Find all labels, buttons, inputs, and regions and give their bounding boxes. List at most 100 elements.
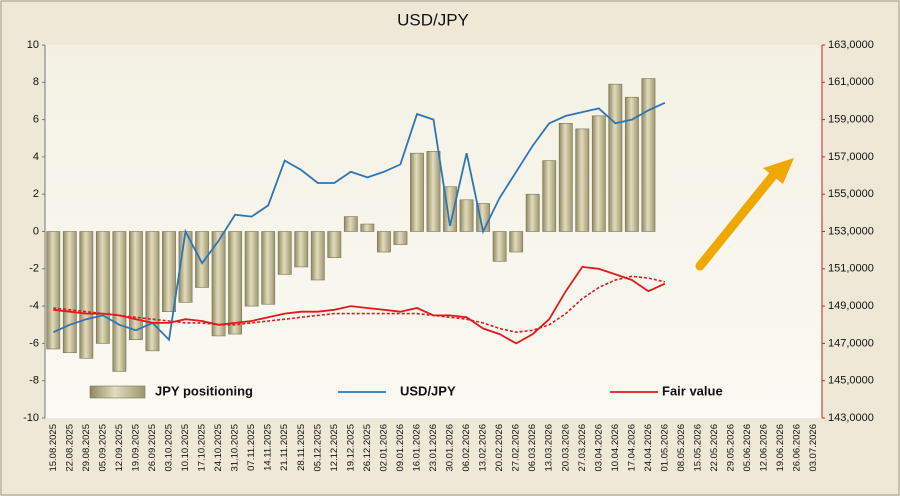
bar: [343, 216, 358, 232]
x-tick-label: 19.09.2025: [130, 424, 141, 472]
x-tick-label: 14.11.2025: [263, 424, 274, 471]
bar: [294, 231, 309, 268]
bar: [129, 231, 143, 340]
y-tick-label: 8: [33, 76, 39, 88]
x-tick-label: 26.06.2026: [792, 424, 803, 472]
bar: [608, 83, 623, 232]
y-tick-label: 0: [33, 225, 39, 237]
trend-line: [53, 275, 666, 334]
y-tick-label: 4: [33, 151, 39, 163]
y2-tick-label: 155,0000: [828, 188, 874, 200]
x-tick-label: 27.03.2026: [577, 424, 588, 472]
x-tick-label: 19.06.2026: [775, 424, 786, 472]
x-tick-label: 31.10.2025: [230, 424, 241, 472]
x-tick-label: 05.12.2025: [312, 424, 323, 472]
y2-tick-label: 151,0000: [828, 263, 874, 275]
legend-swatch: [89, 385, 146, 399]
x-tick-label: 15.08.2025: [48, 424, 59, 472]
bar: [310, 231, 325, 281]
bar: [525, 193, 540, 232]
line: [52, 101, 666, 342]
x-tick-label: 22.05.2026: [709, 424, 720, 472]
y-tick-label: 10: [27, 39, 39, 51]
x-tick-label: 12.09.2025: [114, 424, 125, 472]
bar: [162, 231, 176, 312]
x-tick-label: 13.02.2026: [478, 424, 489, 472]
line: [53, 265, 666, 345]
bar: [558, 123, 573, 232]
bar: [542, 160, 557, 232]
bar: [426, 151, 441, 232]
x-tick-label: 21.11.2025: [279, 424, 290, 471]
bar: [277, 231, 292, 275]
x-tick-label: 09.01.2026: [395, 424, 406, 472]
y2-tick-label: 143,0000: [828, 412, 874, 424]
x-tick-label: 08.05.2026: [676, 424, 687, 472]
x-tick-label: 10.04.2026: [610, 424, 621, 472]
y2-tick-label: 149,0000: [828, 300, 874, 312]
legend-label: Fair value: [662, 383, 723, 398]
y2-tick-label: 159,0000: [828, 114, 874, 126]
bar: [575, 128, 590, 232]
bar: [509, 231, 524, 253]
bar: [95, 231, 110, 344]
bar: [624, 96, 639, 232]
y-tick-label: -6: [29, 337, 39, 349]
y2-tick-label: 153,0000: [828, 225, 874, 237]
y-tick-label: -8: [29, 375, 39, 387]
x-tick-label: 19.12.2025: [345, 424, 356, 472]
y2-tick-label: 161,0000: [828, 76, 874, 88]
x-tick-label: 17.10.2025: [197, 424, 208, 472]
x-tick-label: 16.01.2026: [411, 424, 422, 472]
x-tick-label: 26.12.2025: [362, 424, 373, 472]
bar: [376, 231, 391, 253]
bar: [62, 231, 77, 354]
bar: [46, 231, 61, 350]
bar: [145, 231, 160, 352]
bar: [79, 231, 94, 359]
x-tick-label: 17.04.2026: [626, 424, 637, 472]
y2-tick-label: 147,0000: [828, 337, 874, 349]
x-tick-label: 03.04.2026: [593, 424, 604, 472]
bar: [112, 231, 127, 372]
x-tick-label: 13.03.2026: [544, 424, 555, 472]
x-tick-label: 12.06.2026: [759, 424, 770, 472]
x-tick-label: 07.11.2025: [246, 424, 257, 471]
x-tick-label: 12.12.2025: [329, 424, 340, 472]
bar: [641, 78, 656, 232]
bar: [360, 223, 375, 232]
x-tick-label: 03.10.2025: [164, 424, 175, 472]
bar: [327, 231, 342, 258]
x-tick-label: 24.04.2026: [643, 424, 654, 472]
x-tick-label: 05.06.2026: [742, 424, 753, 472]
arrow: [695, 158, 794, 271]
y-tick-label: 2: [33, 188, 39, 200]
y2-tick-label: 145,0000: [828, 375, 874, 387]
chart-title: USD/JPY: [397, 10, 469, 29]
x-tick-label: 29.05.2026: [726, 424, 737, 472]
x-tick-label: 10.10.2025: [180, 424, 191, 472]
legend-label: USD/JPY: [400, 383, 456, 398]
bar: [211, 231, 226, 337]
bar: [195, 231, 209, 288]
y2-tick-label: 163,0000: [828, 39, 874, 51]
x-tick-label: 01.05.2026: [659, 424, 670, 472]
x-tick-label: 20.03.2026: [560, 424, 571, 472]
bar: [228, 231, 243, 335]
x-tick-label: 27.02.2026: [511, 424, 522, 472]
x-tick-label: 30.01.2026: [445, 424, 456, 472]
x-tick-label: 06.02.2026: [461, 424, 472, 472]
x-tick-label: 05.09.2025: [97, 424, 108, 472]
y-tick-label: 6: [33, 114, 39, 126]
bar: [261, 231, 276, 305]
y-tick-label: -10: [23, 412, 39, 424]
legend-label: JPY positioning: [155, 383, 253, 398]
x-tick-label: 23.01.2026: [428, 424, 439, 472]
bar: [492, 231, 507, 262]
y-tick-label: -4: [29, 300, 39, 312]
x-tick-label: 24.10.2025: [213, 424, 224, 472]
bar: [459, 199, 474, 232]
x-tick-label: 20.02.2026: [494, 424, 505, 472]
x-tick-label: 03.07.2026: [808, 424, 819, 472]
